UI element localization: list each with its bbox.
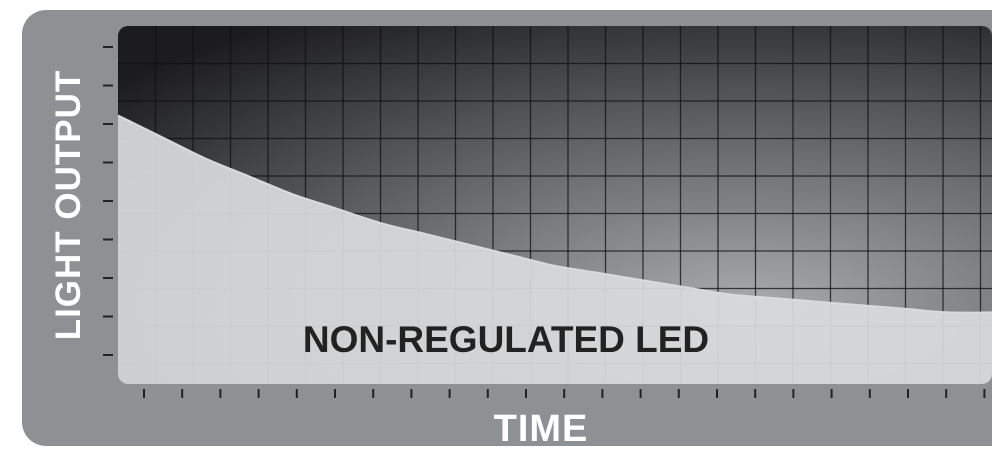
y-axis-ticks: [103, 46, 113, 356]
y-axis-title: LIGHT OUTPUT: [49, 70, 88, 341]
x-axis-title: TIME: [494, 408, 589, 450]
series-label-non-regulated-led: NON-REGULATED LED: [303, 319, 709, 360]
plot-area: [118, 26, 992, 384]
x-axis-ticks: [143, 389, 986, 398]
series-area-non-regulated-led: [118, 115, 992, 384]
series-line-non-regulated-led: [118, 114, 992, 314]
